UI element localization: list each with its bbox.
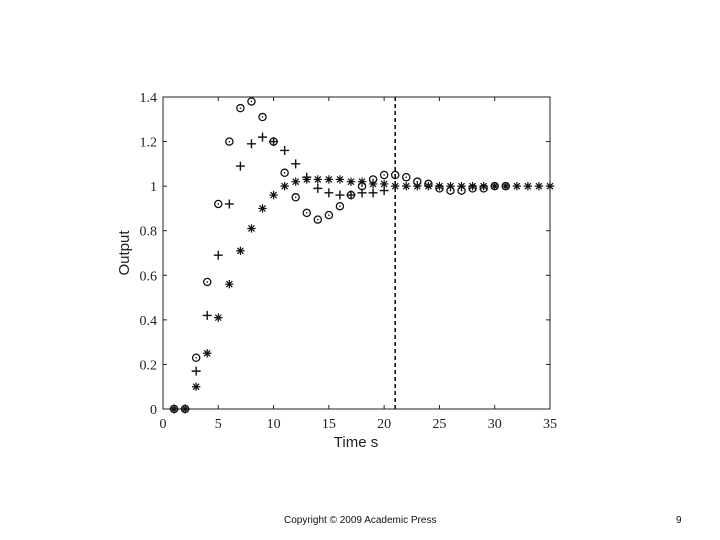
x-tick-labels: 0 5 10 15 20 25 30 35 bbox=[160, 417, 558, 432]
asterisk-marker bbox=[391, 181, 400, 191]
plus-marker bbox=[258, 132, 268, 142]
plus-marker bbox=[368, 188, 378, 198]
plus-marker bbox=[313, 183, 323, 193]
y-axis-label: Output bbox=[116, 230, 133, 276]
x-tick-label: 25 bbox=[432, 417, 446, 432]
asterisk-marker bbox=[225, 280, 234, 289]
plus-marker bbox=[335, 190, 345, 200]
circle-marker bbox=[191, 353, 201, 362]
circle-marker bbox=[280, 168, 289, 178]
plus-marker bbox=[213, 250, 223, 260]
asterisk-marker bbox=[346, 177, 356, 186]
asterisk-marker bbox=[236, 246, 245, 255]
asterisk-marker bbox=[435, 181, 444, 191]
plus-marker bbox=[291, 159, 301, 169]
x-tick-label: 5 bbox=[215, 417, 222, 432]
asterisk-marker bbox=[490, 181, 499, 191]
x-tick-label: 30 bbox=[488, 417, 502, 432]
y-tick-label: 0.8 bbox=[140, 225, 158, 240]
page-number: 9 bbox=[676, 515, 682, 526]
asterisk-marker bbox=[180, 404, 190, 414]
asterisk-marker bbox=[169, 404, 179, 414]
asterisk-marker bbox=[313, 175, 322, 184]
asterisk-marker bbox=[324, 175, 334, 184]
y-tick-label: 1.4 bbox=[140, 91, 158, 106]
circle-marker bbox=[236, 103, 245, 113]
asterisk-marker bbox=[501, 181, 510, 191]
x-axis-label: Time s bbox=[334, 434, 378, 451]
asterisk-marker bbox=[269, 190, 278, 200]
y-tick-label: 0.4 bbox=[140, 314, 158, 329]
y-tick-label: 1 bbox=[150, 180, 157, 195]
x-tick-label: 20 bbox=[377, 417, 391, 432]
asterisk-marker bbox=[534, 181, 544, 191]
asterisk-marker bbox=[523, 181, 533, 191]
y-tick-label: 0.6 bbox=[140, 269, 158, 284]
circle-marker bbox=[202, 277, 212, 287]
plus-marker bbox=[357, 188, 367, 198]
copyright-text: Copyright © 2009 Academic Press bbox=[284, 515, 437, 526]
plus-marker bbox=[191, 366, 201, 376]
circle-marker bbox=[214, 199, 223, 209]
asterisk-marker bbox=[368, 179, 378, 189]
circle-marker bbox=[302, 208, 311, 218]
circle-marker bbox=[402, 172, 411, 182]
asterisk-marker bbox=[479, 181, 488, 191]
asterisk-marker bbox=[512, 181, 522, 191]
asterisk-marker bbox=[247, 224, 256, 233]
asterisk-marker bbox=[291, 177, 300, 186]
x-tick-label: 0 bbox=[160, 417, 167, 432]
asterisk-marker bbox=[468, 181, 477, 191]
plot-area bbox=[162, 96, 551, 410]
plus-marker bbox=[269, 137, 279, 147]
asterisk-marker bbox=[203, 349, 212, 358]
circle-marker bbox=[335, 201, 345, 211]
circle-marker bbox=[390, 170, 400, 180]
asterisk-marker bbox=[302, 175, 311, 184]
x-tick-label: 15 bbox=[322, 417, 336, 432]
plus-marker bbox=[202, 310, 212, 320]
asterisk-marker bbox=[402, 181, 411, 191]
axis-ticks bbox=[162, 96, 551, 410]
asterisk-marker bbox=[191, 382, 201, 391]
plus-marker bbox=[346, 190, 356, 200]
circle-marker bbox=[258, 112, 267, 122]
y-tick-label: 0.2 bbox=[140, 358, 158, 373]
x-tick-label: 10 bbox=[267, 417, 281, 432]
circle-marker bbox=[225, 137, 234, 146]
circle-marker bbox=[313, 215, 323, 224]
asterisk-marker bbox=[214, 313, 223, 322]
circle-marker bbox=[379, 170, 389, 180]
asterisk-marker bbox=[357, 177, 367, 186]
plus-marker bbox=[280, 145, 290, 155]
circle-marker bbox=[247, 97, 256, 106]
y-tick-labels: 0 0.2 0.4 0.6 0.8 1 1.2 1.4 bbox=[140, 91, 158, 418]
plus-marker bbox=[224, 199, 234, 209]
asterisk-marker bbox=[424, 181, 433, 191]
asterisk-marker bbox=[413, 181, 422, 191]
y-tick-label: 0 bbox=[150, 403, 157, 418]
y-tick-label: 1.2 bbox=[140, 136, 158, 151]
x-tick-label: 35 bbox=[543, 417, 557, 432]
asterisk-marker bbox=[457, 181, 466, 191]
plus-marker bbox=[324, 188, 334, 198]
asterisk-marker bbox=[379, 179, 389, 189]
asterisk-marker bbox=[258, 204, 267, 213]
circle-marker bbox=[324, 210, 334, 220]
asterisk-marker bbox=[545, 181, 555, 191]
circle-marker bbox=[291, 193, 300, 202]
data-markers bbox=[169, 97, 555, 414]
plus-marker bbox=[246, 139, 256, 149]
asterisk-marker bbox=[280, 181, 289, 191]
asterisk-marker bbox=[335, 175, 345, 184]
plus-marker bbox=[235, 161, 245, 171]
asterisk-marker bbox=[446, 181, 455, 191]
